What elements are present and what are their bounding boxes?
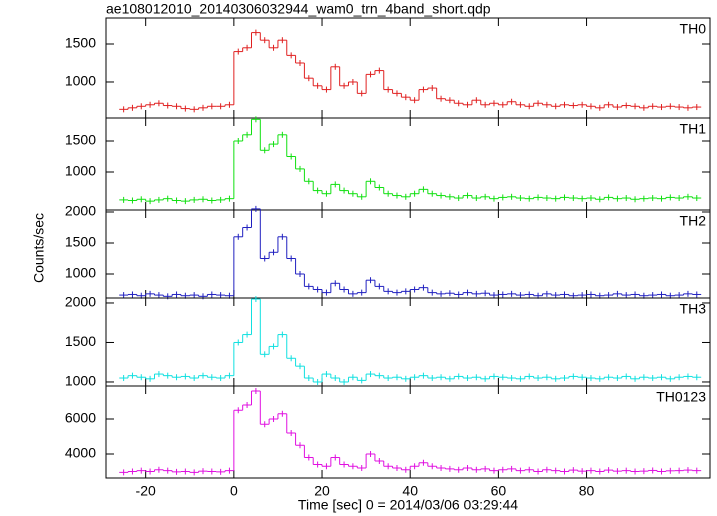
y-tick-label: 6000 bbox=[65, 410, 96, 426]
panel-frame bbox=[105, 117, 711, 211]
y-tick-label: 1500 bbox=[65, 333, 96, 349]
panel-label: TH0 bbox=[680, 21, 707, 37]
panel-frame bbox=[105, 297, 711, 387]
y-tick-label: 1500 bbox=[65, 234, 96, 250]
chart-title: ae108012010_20140306032944_wam0_trn_4ban… bbox=[106, 1, 491, 17]
y-tick-label: 1000 bbox=[65, 163, 96, 179]
panel-frame bbox=[105, 385, 711, 479]
x-axis-label: Time [sec] 0 = 2014/03/06 03:29:44 bbox=[298, 497, 518, 513]
y-tick-label: 1000 bbox=[65, 265, 96, 281]
y-tick-label: 2000 bbox=[65, 294, 96, 310]
y-tick-label: 2000 bbox=[65, 203, 96, 219]
panel-frame bbox=[105, 17, 711, 119]
x-tick-label: 80 bbox=[579, 483, 595, 499]
x-tick-label: 40 bbox=[402, 483, 418, 499]
panel-label: TH1 bbox=[680, 121, 707, 137]
x-tick-label: -20 bbox=[136, 483, 156, 499]
y-tick-label: 1500 bbox=[65, 132, 96, 148]
panel-label: TH2 bbox=[680, 213, 707, 229]
x-tick-label: 60 bbox=[491, 483, 507, 499]
panel-label: TH0123 bbox=[656, 389, 706, 405]
y-tick-label: 1000 bbox=[65, 73, 96, 89]
x-tick-label: 20 bbox=[314, 483, 330, 499]
y-tick-label: 4000 bbox=[65, 445, 96, 461]
y-tick-label: 1500 bbox=[65, 35, 96, 51]
panel-frame bbox=[105, 209, 711, 299]
y-tick-label: 1000 bbox=[65, 373, 96, 389]
panel-label: TH3 bbox=[680, 301, 707, 317]
x-tick-label: 0 bbox=[230, 483, 238, 499]
y-axis-label: Counts/sec bbox=[31, 213, 47, 283]
